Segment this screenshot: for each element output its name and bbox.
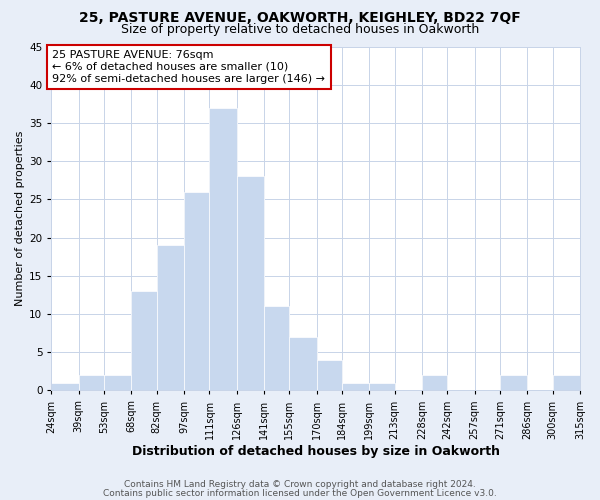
Bar [370, 383, 395, 390]
Bar [264, 306, 289, 390]
Bar [342, 383, 370, 390]
Text: Contains HM Land Registry data © Crown copyright and database right 2024.: Contains HM Land Registry data © Crown c… [124, 480, 476, 489]
Bar [500, 375, 527, 390]
Bar [79, 375, 104, 390]
Bar [104, 375, 131, 390]
Text: 25, PASTURE AVENUE, OAKWORTH, KEIGHLEY, BD22 7QF: 25, PASTURE AVENUE, OAKWORTH, KEIGHLEY, … [79, 11, 521, 25]
Bar [422, 375, 448, 390]
Text: Size of property relative to detached houses in Oakworth: Size of property relative to detached ho… [121, 22, 479, 36]
Bar [52, 383, 79, 390]
Text: 25 PASTURE AVENUE: 76sqm
← 6% of detached houses are smaller (10)
92% of semi-de: 25 PASTURE AVENUE: 76sqm ← 6% of detache… [52, 50, 325, 84]
Y-axis label: Number of detached properties: Number of detached properties [15, 131, 25, 306]
Text: Contains public sector information licensed under the Open Government Licence v3: Contains public sector information licen… [103, 489, 497, 498]
Bar [209, 108, 237, 391]
Bar [237, 176, 264, 390]
Bar [157, 245, 184, 390]
Bar [184, 192, 209, 390]
Bar [131, 291, 157, 390]
X-axis label: Distribution of detached houses by size in Oakworth: Distribution of detached houses by size … [132, 444, 500, 458]
Bar [317, 360, 342, 390]
Bar [289, 337, 317, 390]
Bar [553, 375, 580, 390]
